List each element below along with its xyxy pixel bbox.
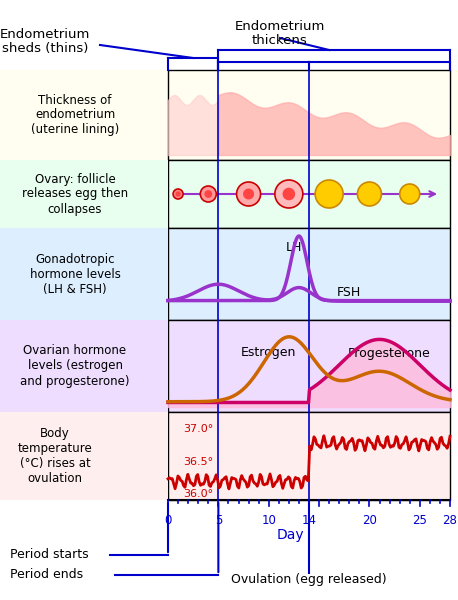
Text: Gonadotropic
hormone levels
(LH & FSH): Gonadotropic hormone levels (LH & FSH) <box>30 253 120 295</box>
Text: Ovary: follicle
releases egg then
collapses: Ovary: follicle releases egg then collap… <box>22 173 128 215</box>
Text: Ovarian hormone
levels (estrogen
and progesterone): Ovarian hormone levels (estrogen and pro… <box>20 344 130 388</box>
Text: FSH: FSH <box>337 286 361 299</box>
Circle shape <box>205 191 212 197</box>
Text: sheds (thins): sheds (thins) <box>2 42 88 55</box>
Circle shape <box>237 182 261 206</box>
Bar <box>0 160 168 228</box>
Circle shape <box>283 188 294 200</box>
Circle shape <box>200 186 216 202</box>
Text: thickens: thickens <box>252 34 308 47</box>
Text: LH: LH <box>286 241 302 254</box>
Circle shape <box>315 180 343 208</box>
Bar <box>0 70 458 160</box>
Circle shape <box>275 180 303 208</box>
Text: 25: 25 <box>412 514 427 527</box>
Bar <box>0 320 168 412</box>
Text: Ovulation (egg released): Ovulation (egg released) <box>231 573 387 586</box>
Text: Estrogen: Estrogen <box>241 346 296 359</box>
Text: 10: 10 <box>261 514 276 527</box>
Bar <box>168 228 450 320</box>
Circle shape <box>357 182 382 206</box>
Circle shape <box>176 192 180 196</box>
Circle shape <box>400 184 420 204</box>
Text: 37.0°: 37.0° <box>183 424 213 434</box>
Text: 14: 14 <box>301 514 316 527</box>
Text: Endometrium: Endometrium <box>0 28 90 41</box>
Circle shape <box>173 189 183 199</box>
Bar <box>168 70 450 160</box>
Bar <box>168 160 450 228</box>
Bar <box>0 228 168 320</box>
Text: Period ends: Period ends <box>10 569 83 581</box>
Text: 36.5°: 36.5° <box>183 457 213 467</box>
Text: 0: 0 <box>164 514 172 527</box>
Circle shape <box>244 189 253 199</box>
Text: Period starts: Period starts <box>10 548 89 562</box>
Text: Progesterone: Progesterone <box>348 347 431 360</box>
Bar <box>168 412 450 500</box>
Text: Day: Day <box>276 528 304 542</box>
Bar <box>0 412 168 500</box>
Text: 28: 28 <box>442 514 458 527</box>
Bar <box>168 320 450 412</box>
Text: Body
temperature
(°C) rises at
ovulation: Body temperature (°C) rises at ovulation <box>17 427 93 485</box>
Text: Thickness of
endometrium
(uterine lining): Thickness of endometrium (uterine lining… <box>31 94 119 136</box>
Text: 5: 5 <box>215 514 222 527</box>
Bar <box>0 70 168 160</box>
Text: 36.0°: 36.0° <box>183 489 213 499</box>
Text: Endometrium: Endometrium <box>235 20 325 33</box>
Text: 20: 20 <box>362 514 377 527</box>
